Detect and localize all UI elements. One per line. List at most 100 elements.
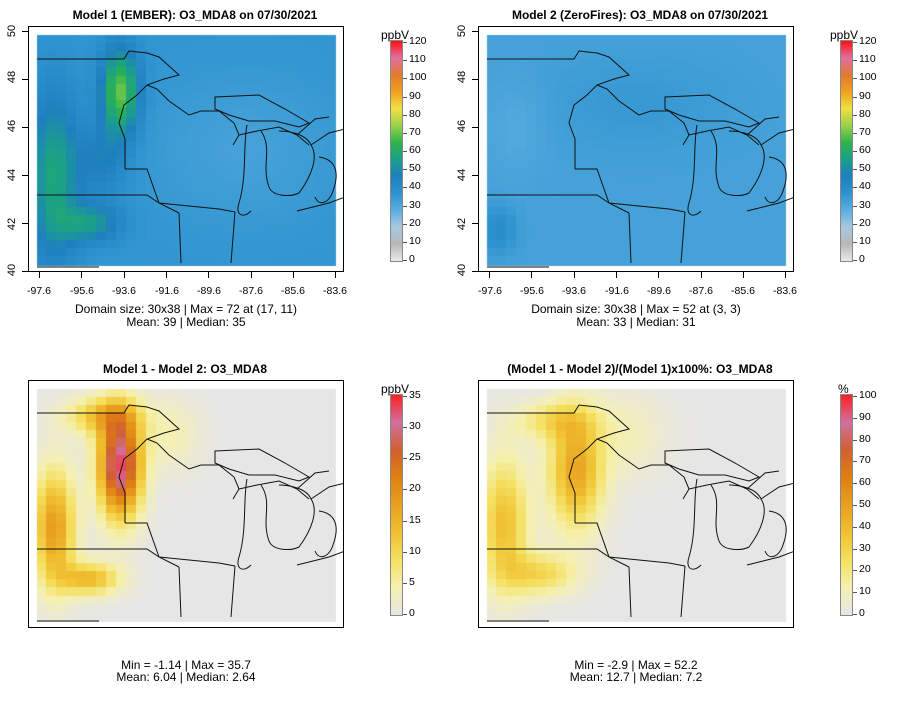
- map-boundary-line: [214, 448, 311, 482]
- panel1-xtick: -91.6: [155, 285, 179, 297]
- colorbar-tick: [403, 396, 407, 397]
- map-boundary-line: [664, 448, 761, 482]
- colorbar-tick-label: 80: [859, 432, 871, 445]
- map-boundary-line: [238, 126, 310, 146]
- colorbar-tick: [853, 614, 857, 615]
- colorbar-tick: [853, 60, 857, 62]
- colorbar-tick-label: 40: [859, 180, 871, 193]
- panel1-boundaries: [37, 50, 343, 268]
- panel1-ytick: 50: [6, 24, 18, 38]
- colorbar-tick: [853, 187, 857, 189]
- colorbar-tick: [853, 396, 857, 397]
- colorbar-tick-label: 90: [409, 89, 421, 102]
- colorbar-tick: [853, 548, 857, 550]
- colorbar-tick: [403, 114, 407, 116]
- map-boundary-line: [575, 522, 610, 558]
- colorbar-tick-label: 60: [409, 144, 421, 156]
- map-boundary-line: [230, 211, 236, 264]
- map-boundary-line: [487, 548, 630, 568]
- panel3-map: [28, 380, 344, 628]
- colorbar-tick: [403, 223, 407, 225]
- map-boundary-line: [764, 156, 787, 204]
- colorbar-tick-label: 35: [409, 389, 421, 401]
- colorbar-tick-label: 30: [859, 541, 871, 554]
- map-boundary-line: [608, 202, 686, 213]
- panel1-xtick: -83.6: [323, 285, 347, 297]
- colorbar-tick-label: 30: [409, 420, 421, 433]
- map-boundary-line: [314, 510, 337, 558]
- map-boundary-line: [296, 470, 330, 490]
- panel1-ytick: 42: [6, 217, 18, 231]
- colorbar-tick-label: 80: [859, 107, 871, 120]
- colorbar-tick: [403, 78, 407, 80]
- colorbar-tick: [853, 78, 857, 80]
- panel2-ytick: 48: [456, 70, 468, 84]
- panel1-ytick: 44: [6, 168, 18, 182]
- x-axis-tick: [573, 272, 575, 278]
- colorbar-tick-label: 10: [859, 585, 871, 598]
- panel2-title: Model 2 (ZeroFires): O3_MDA8 on 07/30/20…: [511, 8, 769, 22]
- y-axis-tick: [472, 175, 478, 176]
- colorbar-tick: [403, 520, 407, 522]
- map-boundary-line: [764, 510, 787, 558]
- map-boundary-line: [158, 202, 236, 213]
- panel2-ytick: 46: [456, 119, 468, 133]
- map-boundary-line: [688, 126, 760, 146]
- x-axis-tick: [165, 272, 167, 278]
- y-axis-tick: [472, 127, 478, 128]
- colorbar-tick-label: 30: [859, 198, 871, 211]
- map-boundary-line: [487, 404, 631, 523]
- map-boundary-line: [178, 566, 182, 618]
- panel1-ytick: 48: [6, 70, 18, 84]
- map-boundary-line: [230, 565, 236, 618]
- panel1-xtick: -87.6: [239, 285, 263, 297]
- colorbar-tick: [403, 42, 407, 43]
- colorbar-tick: [853, 439, 857, 441]
- panel4-map: [478, 380, 794, 628]
- colorbar-tick: [403, 96, 407, 98]
- panel1-stats-line2: Mean: 39 | Median: 35: [126, 315, 246, 329]
- y-axis-tick: [472, 271, 478, 272]
- x-axis-tick: [250, 272, 252, 278]
- colorbar-tick-label: 40: [409, 180, 421, 193]
- colorbar-tick: [853, 223, 857, 225]
- panel2-stats-line2: Mean: 33 | Median: 31: [576, 315, 696, 329]
- map-boundary-line: [596, 84, 690, 146]
- map-boundary-line: [125, 522, 160, 558]
- colorbar-tick: [853, 526, 857, 528]
- map-boundary-line: [487, 50, 631, 169]
- map-boundary-line: [237, 478, 252, 570]
- map-boundary-line: [746, 470, 780, 490]
- colorbar-tick-label: 25: [409, 451, 421, 464]
- colorbar-tick-label: 10: [409, 234, 421, 247]
- colorbar-tick-label: 60: [859, 144, 871, 156]
- colorbar-tick: [403, 205, 407, 207]
- map-boundary-line: [710, 484, 765, 550]
- panel1-title: Model 1 (EMBER): O3_MDA8 on 07/30/2021: [72, 8, 318, 22]
- x-axis-tick: [785, 272, 787, 278]
- map-boundary-line: [760, 128, 793, 146]
- panel1-xtick: -89.6: [197, 285, 221, 297]
- colorbar-tick: [403, 151, 407, 152]
- panel1-colorbar-unit: ppbV: [381, 28, 410, 42]
- colorbar-tick-label: 5: [409, 575, 415, 588]
- colorbar-tick-label: 20: [859, 563, 871, 576]
- panel3-stats-line1: Min = -1.14 | Max = 35.7: [121, 658, 251, 672]
- x-axis-tick: [81, 272, 83, 278]
- colorbar-tick: [853, 417, 857, 419]
- map-boundary-line: [260, 130, 315, 196]
- panel2-xtick: -89.6: [647, 285, 671, 297]
- map-boundary-line: [37, 194, 180, 214]
- colorbar-tick-label: 120: [859, 35, 877, 47]
- colorbar-tick-label: 0: [859, 607, 865, 619]
- colorbar-tick: [853, 42, 857, 43]
- map-boundary-line: [260, 484, 315, 550]
- y-axis-tick: [472, 31, 478, 32]
- panel4-boundaries: [487, 404, 793, 622]
- y-axis-tick: [472, 223, 478, 224]
- colorbar-tick-label: 30: [409, 198, 421, 211]
- panel2-ytick: 40: [456, 263, 468, 277]
- map-boundary-line: [608, 556, 686, 567]
- x-axis-tick: [531, 272, 533, 278]
- panel4-colorbar-unit: %: [838, 382, 849, 396]
